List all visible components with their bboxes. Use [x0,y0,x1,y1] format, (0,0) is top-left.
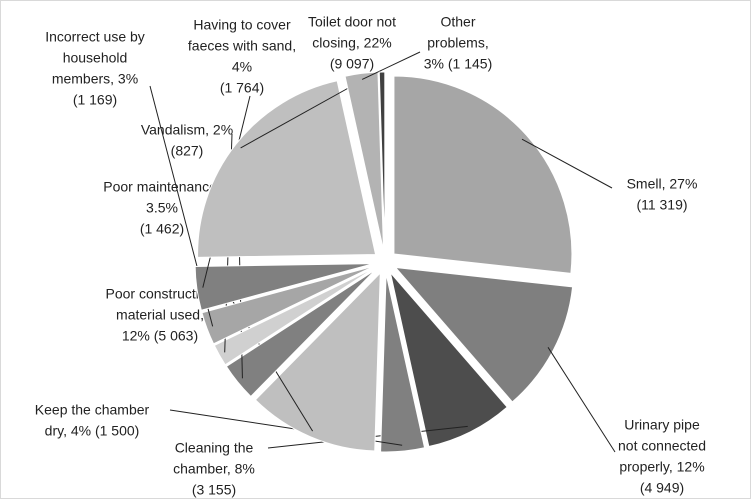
slice-label: Keep the chamber [35,402,150,418]
slice-label: Urinary pipe [624,417,700,433]
slice-label: (1 169) [73,92,117,108]
slice-label: members, 3% [52,71,138,87]
slice-label: (827) [171,143,204,159]
slice-label: problems, [427,35,488,51]
leader-line [547,347,616,453]
slice-label: Other [440,14,475,30]
slice-label: household [63,50,128,66]
slice-label: Incorrect use by [45,29,145,45]
leader-line [361,51,421,80]
slice-label: 3.5% [146,200,178,216]
slice-label: dry, 4% (1 500) [45,423,140,439]
slice-label: 4% [232,59,252,75]
pie-slice [378,71,386,251]
pie-slice [393,75,573,274]
slice-label: Having to cover [193,17,291,33]
slice-label: Poor construction [106,286,215,302]
pie-slice [254,271,381,452]
pie-slice [380,273,426,453]
slice-label: Vandalism, 2% [141,122,233,138]
slice-label: 3% (1 145) [424,56,492,72]
slice-label: Toilet door not [308,14,396,30]
slice-label: (1 764) [220,80,264,96]
slice-label: (3 155) [192,482,236,498]
pie-slice [194,263,374,311]
slice-label: chamber, 8% [173,461,255,477]
leader-line [521,138,613,189]
slice-label: closing, 22% [312,35,391,51]
slice-label: (1 462) [140,221,184,237]
slice-label: properly, 12% [619,459,704,475]
slice-label: (9 097) [330,56,374,72]
slice-label: Smell, 27% [627,176,698,192]
pie-slice [225,269,377,398]
slice-label: (11 319) [636,197,687,213]
slice-label: material used, [116,307,204,323]
slice-label: Poor maintenance, [103,179,221,195]
pie-slice [389,272,508,448]
pie-slice [213,267,375,366]
slice-label: (4 949) [640,480,684,496]
pie-slice [201,265,374,345]
slice-label: not connected [618,438,706,454]
pie-slice [394,266,574,403]
slice-label: faeces with sand, [188,38,296,54]
slice-label: Cleaning the [175,440,254,456]
slice-label: 12% (5 063) [122,328,198,344]
pie-slice [197,80,377,258]
